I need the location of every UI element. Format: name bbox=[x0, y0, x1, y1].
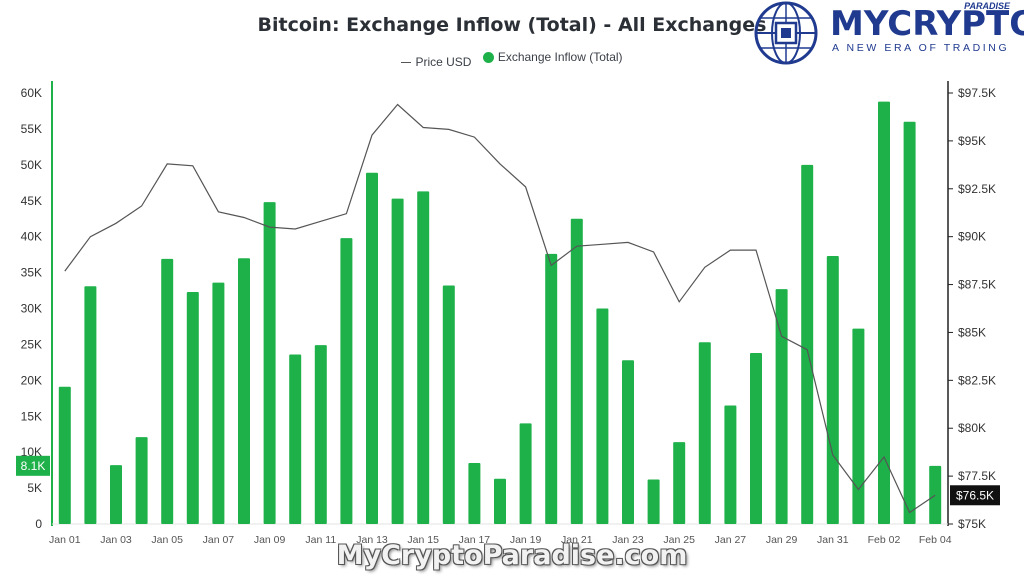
x-tick-label: Feb 02 bbox=[868, 534, 901, 546]
x-tick-label: Jan 31 bbox=[817, 534, 849, 546]
current-price-badge bbox=[950, 485, 1000, 506]
inflow-bar bbox=[289, 354, 302, 524]
x-tick-label: Jan 29 bbox=[766, 534, 798, 546]
inflow-bar bbox=[135, 437, 148, 524]
left-tick-label: 55K bbox=[21, 122, 42, 136]
inflow-bar bbox=[724, 405, 737, 524]
current-inflow-badge-label: 8.1K bbox=[21, 459, 46, 473]
brand-subname: PARADISE bbox=[964, 1, 1010, 11]
left-tick-label: 20K bbox=[21, 373, 42, 387]
x-tick-label: Feb 04 bbox=[919, 534, 952, 546]
brand-tagline: A NEW ERA OF TRADING bbox=[832, 42, 1010, 54]
inflow-bar bbox=[391, 198, 404, 524]
x-tick-label: Jan 11 bbox=[305, 534, 336, 546]
inflow-bar bbox=[494, 478, 506, 524]
inflow-bar bbox=[852, 328, 865, 524]
legend-price-label: Price USD bbox=[415, 55, 472, 69]
right-tick-label: $92.5K bbox=[958, 182, 996, 196]
inflow-bar bbox=[186, 291, 199, 524]
x-tick-label: Jan 07 bbox=[203, 534, 235, 546]
inflow-bar bbox=[673, 442, 686, 524]
x-tick-label: Jan 27 bbox=[715, 534, 747, 546]
inflow-bar bbox=[110, 465, 122, 524]
right-tick-label: $77.5K bbox=[958, 469, 996, 483]
inflow-bar bbox=[417, 191, 430, 524]
x-tick-label: Jan 17 bbox=[459, 534, 491, 546]
left-tick-label: 30K bbox=[21, 302, 42, 316]
left-tick-label: 0 bbox=[35, 517, 42, 531]
inflow-bar bbox=[570, 218, 583, 525]
x-tick-label: Jan 15 bbox=[407, 534, 439, 546]
price-line-swatch bbox=[401, 61, 412, 63]
current-price-badge-label: $76.5K bbox=[956, 488, 994, 502]
right-tick-label: $80K bbox=[958, 421, 986, 435]
brand-name: MYCRYPTO bbox=[830, 4, 1024, 44]
legend-item-price[interactable]: Price USD bbox=[401, 55, 471, 69]
right-tick-label: $97.5K bbox=[958, 86, 996, 100]
x-tick-label: Jan 09 bbox=[254, 534, 286, 546]
inflow-bar bbox=[622, 360, 634, 524]
left-tick-label: 25K bbox=[21, 337, 42, 351]
legend-item-inflow[interactable]: Exchange Inflow (Total) bbox=[482, 50, 623, 64]
left-tick-label: 45K bbox=[21, 194, 42, 208]
x-tick-label: Jan 03 bbox=[100, 534, 132, 546]
legend-inflow-label: Exchange Inflow (Total) bbox=[497, 50, 623, 64]
brand-logo: MYCRYPTO PARADISE A NEW ERA OF TRADING bbox=[752, 0, 1024, 66]
inflow-bar bbox=[212, 282, 225, 524]
x-tick-label: Jan 21 bbox=[561, 534, 593, 546]
inflow-bar bbox=[545, 253, 558, 524]
right-tick-label: $90K bbox=[958, 230, 986, 244]
inflow-dot-swatch bbox=[482, 51, 494, 63]
right-tick-label: $75K bbox=[958, 517, 986, 531]
inflow-bar bbox=[903, 121, 916, 524]
inflow-bar bbox=[929, 465, 942, 524]
inflow-bar bbox=[340, 238, 353, 524]
left-tick-label: 40K bbox=[21, 230, 42, 244]
x-tick-label: Jan 25 bbox=[663, 534, 695, 546]
inflow-bar bbox=[698, 342, 711, 524]
x-tick-label: Jan 23 bbox=[612, 534, 644, 546]
right-tick-label: $85K bbox=[958, 325, 986, 339]
right-tick-label: $95K bbox=[958, 134, 986, 148]
right-tick-label: $87.5K bbox=[958, 278, 996, 292]
left-tick-label: 15K bbox=[21, 409, 42, 423]
left-tick-label: 10K bbox=[21, 445, 42, 459]
inflow-bar bbox=[519, 423, 532, 524]
inflow-bar bbox=[878, 101, 890, 525]
watermark-text: MyCryptoParadise.com bbox=[336, 540, 688, 571]
inflow-bar bbox=[161, 258, 174, 524]
left-tick-label: 35K bbox=[21, 266, 42, 280]
inflow-bar bbox=[366, 172, 378, 525]
inflow-bar bbox=[84, 286, 97, 524]
x-tick-label: Jan 05 bbox=[151, 534, 183, 546]
globe-logo-icon bbox=[754, 1, 818, 65]
x-tick-label: Jan 13 bbox=[356, 534, 388, 546]
inflow-bar bbox=[596, 308, 609, 524]
price-line bbox=[64, 103, 936, 514]
inflow-bar bbox=[263, 202, 276, 525]
inflow-bar bbox=[238, 258, 250, 524]
x-tick-label: Jan 01 bbox=[49, 534, 81, 546]
chart-title: Bitcoin: Exchange Inflow (Total) - All E… bbox=[257, 14, 767, 36]
inflow-bar bbox=[442, 285, 455, 524]
inflow-bar bbox=[468, 462, 481, 524]
inflow-bar bbox=[750, 353, 762, 524]
left-tick-label: 60K bbox=[21, 86, 42, 100]
inflow-bar bbox=[775, 289, 788, 524]
inflow-bar bbox=[647, 479, 660, 524]
chart-legend: Price USD Exchange Inflow (Total) bbox=[0, 50, 1024, 69]
inflow-bar bbox=[58, 386, 71, 524]
x-tick-label: Jan 19 bbox=[510, 534, 542, 546]
inflow-bar bbox=[314, 345, 327, 524]
left-tick-label: 5K bbox=[27, 481, 42, 495]
left-tick-label: 50K bbox=[21, 158, 42, 172]
inflow-bar bbox=[801, 164, 814, 525]
right-tick-label: $82.5K bbox=[958, 373, 996, 387]
current-inflow-badge bbox=[16, 455, 50, 476]
inflow-bar bbox=[826, 256, 839, 524]
